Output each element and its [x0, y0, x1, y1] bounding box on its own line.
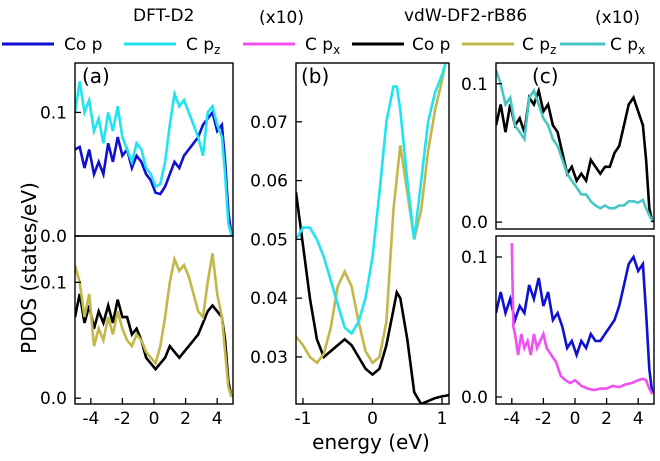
panel-label-c: (c): [532, 64, 559, 88]
x-tick-label: -4: [82, 409, 99, 429]
y-tick-label: 0.0: [461, 213, 488, 233]
axes-frame: [74, 62, 234, 237]
y-tick-label: 0.06: [250, 172, 288, 192]
series-line-c-p-x: [296, 63, 447, 336]
panel-a-bottom: 0.0 0.1 -4 -2 0 2 4: [40, 235, 234, 429]
axes-frame: [74, 235, 234, 405]
axes-frame: [495, 62, 655, 230]
legend-right-x10: (x10): [595, 8, 640, 28]
x-tick-label: 0: [149, 409, 160, 429]
y-tick-label: 0.1: [461, 75, 488, 95]
legend-left-label-2: C pz: [186, 35, 220, 57]
series-line-co-p: [496, 254, 654, 395]
series-line-c-p-z: [75, 81, 233, 236]
y-tick-label: 0.05: [250, 230, 288, 250]
series-line-c-p-x: [496, 69, 654, 222]
series-line-c-p-x: [510, 242, 654, 395]
y-tick-label: 0.1: [461, 248, 488, 268]
legend-right-label-3: C px: [610, 35, 645, 57]
legend-right-title: vdW-DF2-rB86: [404, 6, 527, 26]
x-tick-label: 0: [570, 409, 581, 429]
y-tick-label: 0.1: [40, 273, 67, 293]
x-tick-label: -4: [503, 409, 520, 429]
legend-left-label-1: Co p: [64, 35, 102, 55]
x-tick-label: 2: [180, 409, 191, 429]
legend-right-label-1: Co p: [412, 35, 450, 55]
y-tick-label: 0.0: [40, 389, 67, 409]
series-line-co-p: [496, 85, 654, 223]
panel-a-top: 0.0 0.1: [40, 62, 234, 247]
x-tick-label: -2: [114, 409, 131, 429]
x-tick-label: 4: [212, 409, 223, 429]
legend-left-label-3: C px: [305, 35, 340, 57]
legend-right: vdW-DF2-rB86 (x10) Co p C pz C px: [352, 6, 645, 57]
x-tick-label: 0: [367, 409, 378, 429]
y-tick-label: 0.03: [250, 348, 288, 368]
x-tick-label: 4: [633, 409, 644, 429]
axes-frame: [295, 62, 450, 405]
y-axis-label: PDOS (states/eV): [17, 182, 41, 354]
series-line-co-p: [296, 192, 449, 404]
y-tick-label: 0.04: [250, 289, 288, 309]
panel-label-a: (a): [82, 64, 110, 88]
panel-c-top: 0.0 0.1: [461, 62, 655, 233]
x-tick-label: 1: [437, 409, 448, 429]
x-tick-label: -2: [535, 409, 552, 429]
series-line-co-p: [75, 109, 233, 235]
y-tick-label: 0.0: [40, 227, 67, 247]
panel-c-bottom: 0.0 0.1 -4 -2 0 2 4: [461, 235, 655, 429]
series-line-c-p-z: [296, 63, 447, 365]
series-line-c-p-z: [75, 253, 233, 398]
x-tick-label: -1: [294, 409, 311, 429]
series-line-co-p: [75, 293, 233, 398]
panel-label-b: (b): [301, 64, 329, 88]
legend-left: DFT-D2 (x10) Co p C pz C px: [2, 6, 340, 57]
legend-left-title: DFT-D2: [133, 6, 194, 26]
x-tick-label: 2: [601, 409, 612, 429]
y-tick-label: 0.0: [461, 388, 488, 408]
y-tick-label: 0.1: [40, 103, 67, 123]
legend-left-x10: (x10): [259, 8, 304, 28]
panel-b: 0.03 0.04 0.05 0.06 0.07 -1 0 1: [250, 62, 450, 429]
legend-right-label-2: C pz: [522, 35, 556, 57]
y-tick-label: 0.07: [250, 113, 288, 133]
x-axis-label: energy (eV): [312, 430, 430, 454]
